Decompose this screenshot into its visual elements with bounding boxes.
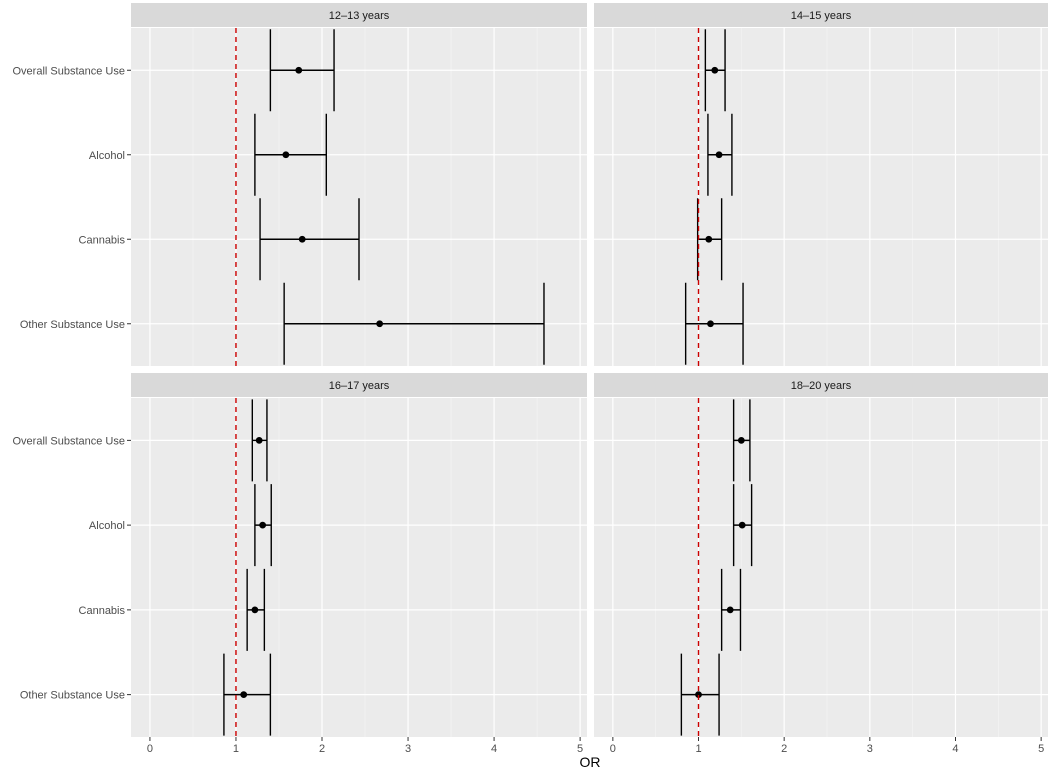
or-point <box>295 66 303 74</box>
panel-16-17-years: 16–17 years <box>131 373 587 737</box>
x-tick-label: 1 <box>695 743 701 755</box>
panel-background <box>594 28 1048 366</box>
estimate-cannabis <box>246 568 266 651</box>
x-axis-title: OR <box>580 754 601 770</box>
x-tick-label: 4 <box>952 743 958 755</box>
or-point <box>376 320 384 328</box>
x-tick-label: 2 <box>781 743 787 755</box>
estimate-overall-substance-use <box>704 29 726 112</box>
or-point <box>738 521 746 529</box>
y-label-overall-substance-use: Overall Substance Use <box>13 435 126 447</box>
y-label-overall-substance-use: Overall Substance Use <box>13 65 126 77</box>
panel-background <box>131 28 587 366</box>
x-tick-label: 5 <box>577 743 583 755</box>
strip-title: 12–13 years <box>329 10 390 22</box>
x-axis-ticks: 0 1 2 3 4 5 0 1 2 3 4 5 <box>147 737 1044 755</box>
estimate-other-substance-use <box>223 653 272 736</box>
y-label-other-substance-use: Other Substance Use <box>20 690 125 702</box>
or-point <box>707 320 714 328</box>
estimate-other-substance-use <box>283 282 545 365</box>
y-label-cannabis: Cannabis <box>79 234 126 246</box>
estimate-overall-substance-use <box>269 29 335 112</box>
y-label-other-substance-use: Other Substance Use <box>20 319 125 331</box>
strip-title: 18–20 years <box>791 380 852 392</box>
estimate-alcohol <box>254 484 272 567</box>
panel-background <box>131 398 587 737</box>
estimate-overall-substance-use <box>251 399 268 482</box>
y-label-alcohol: Alcohol <box>89 520 125 532</box>
estimate-overall-substance-use <box>732 399 751 482</box>
strip-background <box>594 3 1048 27</box>
x-tick-label: 2 <box>319 743 325 755</box>
x-tick-label: 0 <box>610 743 616 755</box>
or-point <box>259 521 267 529</box>
or-point <box>711 66 719 74</box>
or-point <box>695 691 702 699</box>
panel-12-13-years: 12–13 years <box>131 3 587 366</box>
estimate-other-substance-use <box>684 282 744 365</box>
panels-group: 12–13 years 14–15 years 16–17 years 18–20 y… <box>131 3 1048 737</box>
strip-background <box>131 3 587 27</box>
or-point <box>737 436 745 444</box>
strip-title: 16–17 years <box>329 380 390 392</box>
y-label-cannabis: Cannabis <box>79 605 126 617</box>
or-point <box>298 235 306 243</box>
strip-background <box>131 373 587 397</box>
or-point <box>705 235 713 243</box>
or-point <box>255 436 263 444</box>
x-tick-label: 4 <box>491 743 497 755</box>
or-point <box>240 691 248 699</box>
or-point <box>715 151 723 159</box>
panel-background <box>594 398 1048 737</box>
estimate-cannabis <box>696 198 723 281</box>
or-point <box>251 606 259 614</box>
x-tick-label: 5 <box>1038 743 1044 755</box>
y-label-alcohol: Alcohol <box>89 150 125 162</box>
or-point <box>282 151 290 159</box>
x-tick-label: 1 <box>233 743 239 755</box>
panel-14-15-years: 14–15 years <box>594 3 1048 366</box>
strip-background <box>594 373 1048 397</box>
estimate-other-substance-use <box>680 653 720 736</box>
strip-title: 14–15 years <box>791 10 852 22</box>
or-point <box>726 606 734 614</box>
estimate-alcohol <box>732 484 753 567</box>
estimate-alcohol <box>707 113 733 196</box>
estimate-alcohol <box>254 113 328 196</box>
x-tick-label: 3 <box>405 743 411 755</box>
estimate-cannabis <box>259 198 360 281</box>
y-axis-labels: Overall Substance Use Alcohol Cannabis Othe… <box>13 65 131 702</box>
x-tick-label: 3 <box>867 743 873 755</box>
x-tick-label: 0 <box>147 743 153 755</box>
estimate-cannabis <box>720 568 742 651</box>
panel-18-20-years: 18–20 years <box>594 373 1048 737</box>
